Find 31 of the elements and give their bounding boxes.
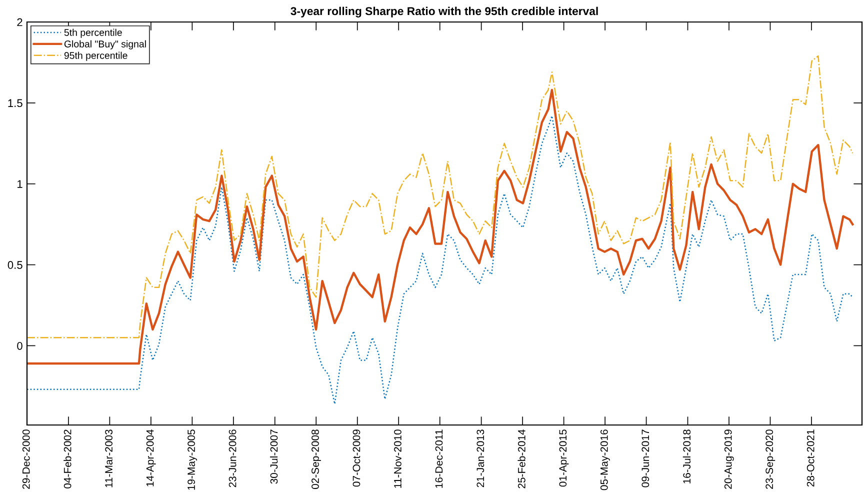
- chart-title: 3-year rolling Sharpe Ratio with the 95th credible interval: [290, 6, 598, 18]
- x-tick-label: 09-Jun-2017: [642, 430, 650, 488]
- line-series: [27, 115, 854, 405]
- x-tick-label: 11-Mar-2003: [105, 430, 112, 488]
- x-tick-label: 04-Feb-2002: [64, 430, 72, 488]
- x-tick-label: 05-May-2016: [600, 430, 610, 490]
- x-tick-label: 20-Aug-2019: [724, 430, 734, 489]
- x-tick-label: 07-Oct-2009: [352, 430, 360, 487]
- x-tick-label: 02-Sep-2008: [312, 430, 321, 489]
- x-tick-label: 11-Nov-2010: [394, 430, 402, 488]
- x-tick-label: 19-May-2005: [188, 430, 198, 490]
- y-tick-label: 0: [17, 342, 22, 350]
- x-tick-label: 16-Jul-2018: [682, 430, 691, 484]
- legend-label: Global "Buy" signal: [64, 40, 146, 50]
- x-tick-label: 14-Apr-2004: [146, 429, 156, 486]
- line-series: [27, 88, 854, 365]
- legend-label: 95th percentile: [64, 52, 128, 61]
- x-tick-label: 16-Dec-2011: [435, 430, 443, 488]
- legend-label: 5th percentile: [64, 28, 122, 38]
- x-tick-label: 01-Apr-2015: [559, 430, 569, 487]
- y-tick-label: 0.5: [8, 261, 22, 269]
- y-tick-label: 1.5: [8, 99, 22, 108]
- x-tick-label: 25-Feb-2014: [518, 429, 526, 488]
- y-tick-label: 2: [17, 18, 22, 26]
- x-tick-label: 28-Oct-2021: [806, 430, 814, 487]
- x-tick-label: 29-Dec-2000: [22, 430, 30, 489]
- x-tick-label: 21-Jan-2013: [476, 430, 484, 488]
- y-tick-label: 1: [18, 180, 22, 188]
- x-tick-label: 23-Jun-2006: [228, 430, 236, 488]
- x-tick-label: 30-Jul-2007: [270, 430, 278, 484]
- x-tick-label: 23-Sep-2020: [766, 430, 776, 489]
